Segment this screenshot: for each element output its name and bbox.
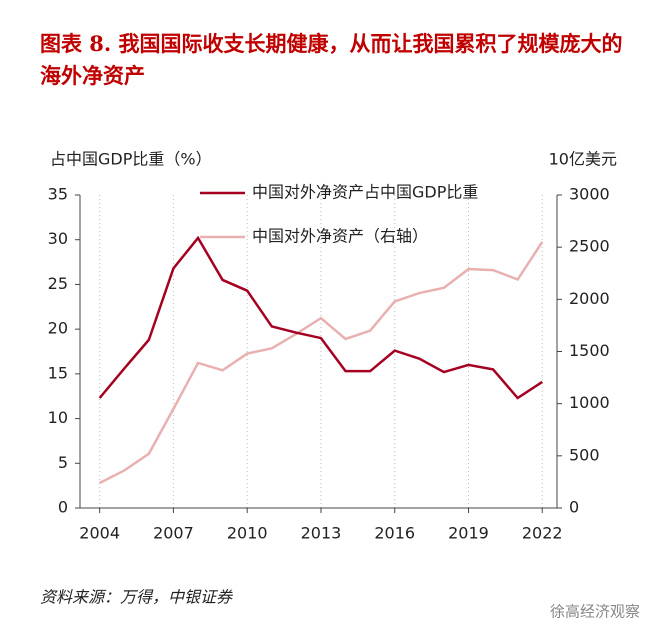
y-tick-label: 20 xyxy=(48,319,68,338)
x-tick-label: 2013 xyxy=(301,524,342,543)
series-line xyxy=(98,235,543,400)
y-tick-label: 15 xyxy=(48,363,68,382)
y2-axis-label: 10亿美元 xyxy=(549,150,617,169)
x-tick-label: 2022 xyxy=(522,524,563,543)
y-tick-label: 0 xyxy=(58,498,68,517)
y-tick-label: 30 xyxy=(48,229,68,248)
source: 资料来源：万得，中银证券 xyxy=(40,588,234,607)
x-tick-label: 2007 xyxy=(153,524,194,543)
y-tick-label: 10 xyxy=(48,408,68,427)
y2-tick-label: 2500 xyxy=(569,237,610,256)
x-tick-label: 2010 xyxy=(227,524,268,543)
series-line xyxy=(99,241,544,485)
x-tick-label: 2019 xyxy=(448,524,489,543)
y-tick-label: 25 xyxy=(48,274,68,293)
y-tick-label: 5 xyxy=(58,453,68,472)
legend-label: 中国对外净资产（右轴） xyxy=(252,227,428,246)
y2-tick-label: 1500 xyxy=(569,341,610,360)
y-tick-label: 35 xyxy=(48,185,68,204)
y-axis-label: 占中国GDP比重（%） xyxy=(50,150,212,169)
y2-tick-label: 500 xyxy=(569,445,600,464)
y2-tick-label: 1000 xyxy=(569,393,610,412)
y2-tick-label: 3000 xyxy=(569,185,610,204)
y2-tick-label: 0 xyxy=(569,498,579,517)
x-tick-label: 2004 xyxy=(79,524,120,543)
y2-tick-label: 2000 xyxy=(569,289,610,308)
chart-title: 图表 8. 我国国际收支长期健康，从而让我国累积了规模庞大的海外净资产 xyxy=(40,31,623,88)
legend-label: 中国对外净资产占中国GDP比重 xyxy=(252,183,478,202)
x-tick-label: 2016 xyxy=(374,524,415,543)
watermark: 徐高经济观察 xyxy=(550,603,640,621)
